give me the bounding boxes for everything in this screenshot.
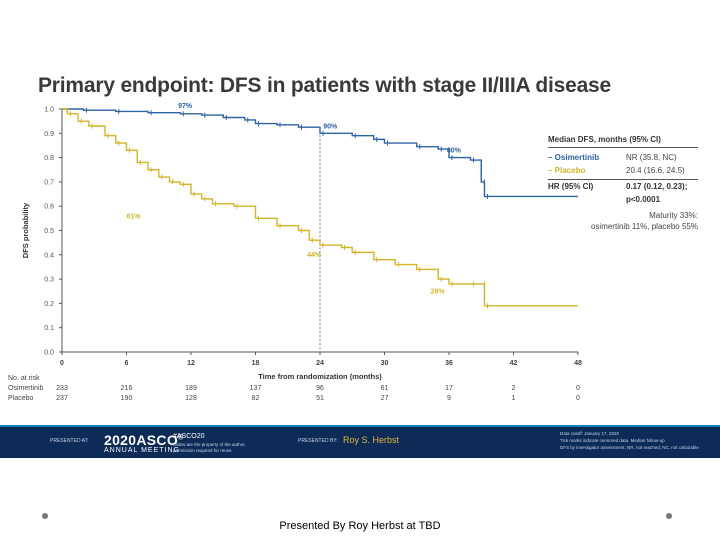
series-line-osimertinib [62, 108, 578, 198]
x-tick-label-8: 48 [574, 360, 582, 367]
slide-caption: Presented By Roy Herbst at TBD [279, 520, 441, 532]
legend-row-osimertinib: – Osimertinib NR (35.8, NC) [548, 151, 698, 164]
risk-value-placebo-5: 27 [380, 395, 389, 402]
footer-bar: PRESENTED AT: 2020ASCO® ANNUAL MEETING #… [0, 425, 720, 458]
y-tick-label-1: 0.1 [44, 325, 54, 332]
risk-value-placebo-1: 190 [120, 395, 133, 402]
slide: Primary endpoint: DFS in patients with s… [0, 52, 720, 458]
legend-maturity-line-1: Maturity 33%: [649, 211, 698, 220]
corner-dot-left [42, 513, 48, 519]
asco-logo-sub: ANNUAL MEETING [104, 447, 180, 454]
risk-value-placebo-7: 1 [511, 395, 516, 402]
footer-slide-note-1: Slides are the property of the author, [173, 442, 246, 447]
risk-value-osimertinib-3: 137 [249, 385, 262, 392]
risk-value-placebo-0: 237 [56, 395, 68, 402]
y-tick-label-8: 0.8 [44, 155, 54, 162]
y-tick-label-4: 0.4 [44, 252, 54, 259]
footer-presenter: Roy S. Herbst [343, 435, 400, 445]
risk-value-placebo-4: 51 [316, 395, 324, 402]
y-tick-label-3: 0.3 [44, 277, 54, 284]
y-tick-label-10: 1.0 [44, 107, 54, 114]
risk-value-placebo-3: 82 [251, 395, 260, 402]
asco-logo-name: ASCO [136, 432, 179, 448]
risk-label-placebo: Placebo [8, 395, 34, 402]
y-tick-label-2: 0.2 [44, 301, 54, 308]
km-chart: 0.0 0.1 0.2 0.3 0.4 0.5 0.6 0.7 0.8 0.9 1.0 0 6 12 18 2… [21, 103, 582, 381]
y-axis-label: DFS probability [21, 202, 30, 258]
y-tick-label-0: 0.0 [44, 350, 54, 357]
footer-note-1: Data cutoff: January 17, 2020 [560, 431, 619, 436]
x-tick-label-7: 42 [510, 360, 518, 367]
legend-maturity: Maturity 33%: osimertinib 11%, placebo 5… [548, 210, 698, 232]
risk-value-osimertinib-7: 2 [511, 385, 516, 392]
legend-row-hr: HR (95% CI) 0.17 (0.12, 0.23); [548, 180, 698, 193]
x-tick-label-2: 12 [187, 360, 195, 367]
top-band [0, 0, 720, 52]
footer-hashtag: #ASCO20 [173, 433, 205, 440]
legend-placebo-value: 20.4 (16.6, 24.5) [626, 166, 685, 175]
risk-value-placebo-8: 0 [576, 395, 580, 402]
risk-value-placebo-2: 128 [185, 395, 197, 402]
risk-label-osimertinib: Osimertinib [8, 385, 44, 392]
annotation-0: 97% [178, 103, 193, 110]
risk-value-osimertinib-2: 189 [185, 385, 197, 392]
legend-hr-label: HR (95% CI) [548, 182, 594, 191]
legend-osimertinib-value: NR (35.8, NC) [626, 153, 677, 162]
x-tick-label-5: 30 [381, 360, 389, 367]
risk-value-osimertinib-4: 96 [316, 385, 324, 392]
risk-value-osimertinib-1: 216 [120, 385, 133, 392]
risk-value-osimertinib-0: 233 [56, 385, 68, 392]
x-axis-label: Time from randomization (months) [258, 372, 382, 381]
legend-header: Median DFS, months (95% CI) [548, 135, 698, 148]
x-tick-label-3: 18 [252, 360, 260, 367]
legend-p-value: p<0.0001 [626, 195, 661, 204]
legend-hr-value: 0.17 (0.12, 0.23); [626, 182, 688, 191]
annotation-5: 28% [431, 289, 446, 296]
risk-table-title-text: No. at risk [8, 375, 40, 382]
annotation-4: 44% [307, 252, 322, 259]
corner-dot-right [666, 513, 672, 519]
footer-presented-at: PRESENTED AT: [50, 438, 89, 444]
series-line-placebo [62, 108, 578, 307]
risk-value-osimertinib-8: 0 [576, 385, 580, 392]
footer-note-2: Tick marks indicate censored data. Media… [560, 438, 665, 443]
x-tick-label-1: 6 [125, 360, 129, 367]
x-tick-label-4: 24 [316, 360, 324, 367]
asco-logo-year: 2020 [104, 432, 137, 448]
footer-note-3: DFS by investigator assessment. NR, not … [560, 445, 699, 450]
legend-osimertinib-label: – Osimertinib [548, 153, 600, 162]
legend-placebo-label: – Placebo [548, 166, 586, 175]
slide-title: Primary endpoint: DFS in patients with s… [38, 74, 612, 97]
x-tick-label-0: 0 [60, 360, 64, 367]
y-tick-label-6: 0.6 [44, 204, 54, 211]
risk-value-placebo-6: 9 [447, 395, 451, 402]
annotation-2: 80% [447, 148, 462, 155]
legend-row-p: p<0.0001 [548, 193, 698, 206]
y-tick-label-5: 0.5 [44, 228, 54, 235]
legend-row-placebo: – Placebo 20.4 (16.6, 24.5) [548, 164, 698, 177]
y-tick-label-7: 0.7 [44, 179, 54, 186]
y-tick-label-9: 0.9 [44, 131, 54, 138]
legend-separator [548, 179, 698, 180]
x-tick-label-6: 36 [445, 360, 453, 367]
annotation-3: 61% [127, 213, 142, 220]
risk-value-osimertinib-5: 61 [380, 385, 389, 392]
asco-logo: 2020ASCO® ANNUAL MEETING [104, 432, 184, 454]
footer-presented-by: PRESENTED BY: [298, 438, 338, 444]
footer-slide-note-2: permission required for reuse. [173, 448, 233, 453]
risk-value-osimertinib-6: 17 [445, 385, 453, 392]
annotation-1: 90% [323, 123, 338, 130]
legend-box: Median DFS, months (95% CI) – Osimertini… [548, 135, 698, 232]
footer-accent-rule [0, 425, 720, 427]
legend-maturity-line-2: osimertinib 11%, placebo 55% [590, 222, 698, 231]
